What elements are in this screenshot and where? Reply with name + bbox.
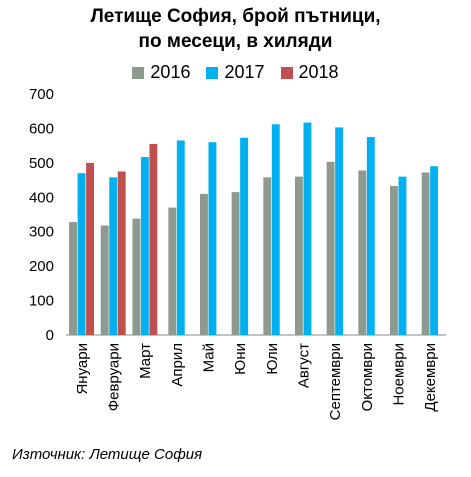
chart-title-line-1: Летище София, брой пътници, <box>90 6 381 27</box>
y-tick-label: 200 <box>29 258 54 275</box>
x-tick-label: Ноември <box>391 343 408 406</box>
x-tick-label: Февруари <box>106 343 123 411</box>
bar-2016-2 <box>100 225 109 335</box>
legend-label-2017: 2017 <box>224 62 265 82</box>
bar-2016-5 <box>200 193 208 335</box>
legend-item-2016: 2016 <box>132 62 190 83</box>
x-tick-label: Април <box>169 343 186 387</box>
bar-2016-1 <box>69 222 77 335</box>
y-tick-label: 100 <box>29 293 54 310</box>
x-tick-label: Септември <box>327 343 344 420</box>
x-tick-label: Юли <box>264 343 281 375</box>
x-tick-label: Март <box>137 343 154 379</box>
x-tick-label: Декември <box>422 343 439 412</box>
bar-2016-8 <box>295 176 303 335</box>
y-tick-label: 300 <box>29 224 54 241</box>
legend-swatch-2018 <box>280 66 293 79</box>
x-tick-label: Юни <box>232 343 249 375</box>
bar-2017-11 <box>398 176 407 335</box>
y-tick-label: 500 <box>29 155 54 172</box>
y-tick-label: 0 <box>46 327 54 344</box>
chart-title: Летище София, брой пътници, по месеци, в… <box>0 4 471 54</box>
legend-swatch-2016 <box>132 66 145 79</box>
bar-2016-7 <box>263 177 272 335</box>
x-tick-label: Август <box>296 343 313 388</box>
bar-2017-4 <box>176 140 185 335</box>
chart-legend: 2016 2017 2018 <box>0 62 471 83</box>
bar-2017-12 <box>430 166 439 335</box>
bar-2016-6 <box>231 192 240 335</box>
bar-2016-10 <box>358 170 367 335</box>
x-tick-label: Октомври <box>359 343 376 411</box>
source-note: Източник: Летище София <box>12 446 203 463</box>
bar-2017-1 <box>77 173 86 335</box>
bar-2016-12 <box>421 172 430 335</box>
bar-2017-2 <box>109 177 118 335</box>
legend-item-2018: 2018 <box>280 62 339 83</box>
y-tick-label: 700 <box>29 86 54 103</box>
x-tick-label: Януари <box>74 343 91 395</box>
bar-2016-9 <box>326 161 335 335</box>
bar-2017-8 <box>303 122 312 335</box>
legend-swatch-2017 <box>206 66 219 79</box>
legend-label-2016: 2016 <box>150 62 191 82</box>
bar-2017-10 <box>366 137 375 335</box>
bar-2017-9 <box>335 127 344 335</box>
bar-2018-1 <box>86 162 94 335</box>
y-tick-label: 400 <box>29 189 54 206</box>
bar-2017-3 <box>140 157 149 335</box>
legend-label-2018: 2018 <box>298 62 339 82</box>
bar-2017-7 <box>271 124 280 335</box>
bar-2016-4 <box>168 207 177 335</box>
bar-2016-11 <box>390 185 398 335</box>
y-tick-label: 600 <box>29 120 54 137</box>
bar-2018-3 <box>149 143 158 335</box>
bar-2017-6 <box>240 137 249 335</box>
bar-2018-2 <box>117 171 126 335</box>
x-tick-label: Май <box>201 343 218 372</box>
bar-2016-3 <box>132 218 141 335</box>
legend-item-2017: 2017 <box>206 62 265 83</box>
bar-2017-5 <box>208 142 217 335</box>
chart-title-line-2: по месеци, в хиляди <box>138 31 333 52</box>
